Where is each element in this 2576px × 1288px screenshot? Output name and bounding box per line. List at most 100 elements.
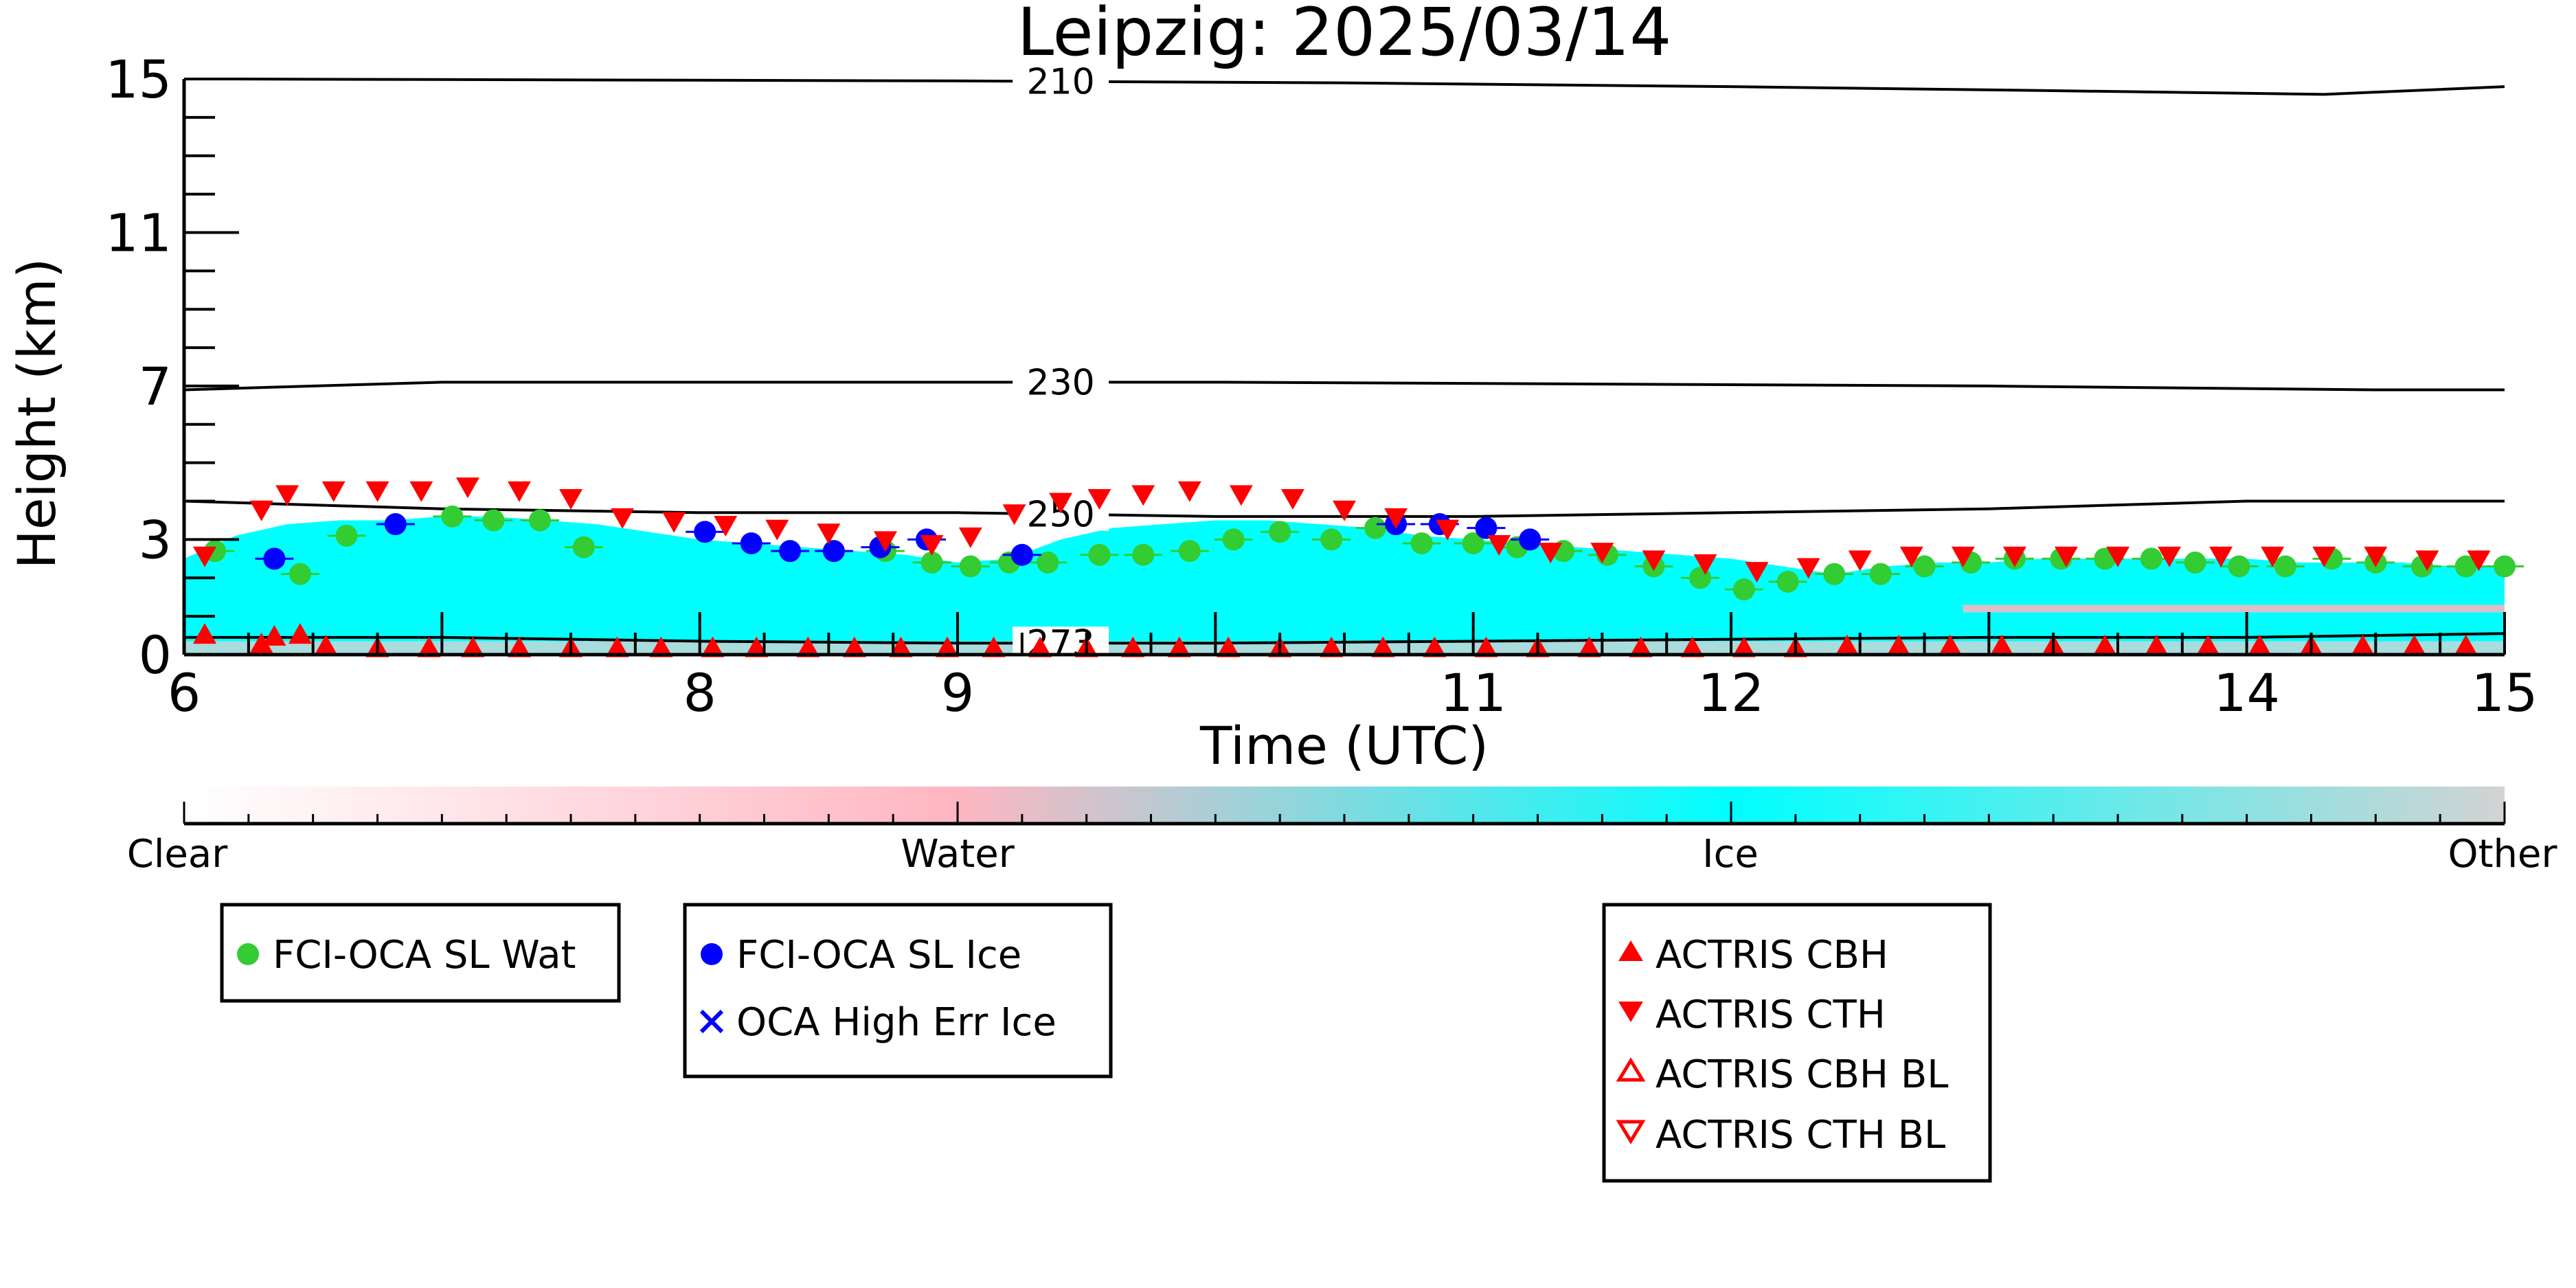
marker-fci-oca-sl-wat [528, 509, 551, 532]
marker-fci-oca-sl-wat [1732, 578, 1755, 601]
marker-actris-cth [2415, 550, 2439, 572]
marker-fci-oca-sl-wat [2140, 547, 2162, 570]
chart-title: Leipzig: 2025/03/14 [1017, 0, 1672, 71]
marker-actris-cbh [417, 636, 441, 657]
legend-frame [220, 903, 621, 1003]
marker-actris-cth [1899, 546, 1923, 567]
marker-actris-cbh [1320, 636, 1344, 657]
x-tick-label: 12 [1698, 662, 1765, 723]
marker-fci-oca-sl-wat [1913, 555, 1936, 578]
marker-actris-cth [1280, 488, 1304, 510]
plot-axes: 0 3 7 11 15 6 8 9 11 12 14 15 [105, 49, 2538, 723]
marker-actris-cth [662, 512, 686, 533]
marker-actris-cth [1693, 554, 1717, 575]
y-tick-label: 7 [139, 356, 172, 417]
marker-actris-cbh [2093, 634, 2117, 655]
marker-actris-cbh [2351, 634, 2375, 655]
x-tick-label: 6 [168, 662, 201, 723]
legend-label-oca-sl-ice: FCI-OCA SL Ice [736, 933, 1021, 978]
marker-fci-oca-sl-wat [441, 505, 464, 528]
legend-marker-blue-x [699, 1009, 724, 1034]
marker-actris-cth [365, 481, 389, 502]
marker-fci-oca-sl-wat [572, 536, 595, 558]
x-tick-label: 9 [941, 662, 974, 723]
marker-actris-cth [1087, 488, 1111, 510]
marker-actris-cbh [1167, 636, 1191, 657]
marker-actris-cbh [507, 636, 531, 657]
marker-fci-oca-sl-wat [2228, 555, 2250, 578]
marker-actris-cth [1002, 504, 1026, 526]
marker-actris-cbh [796, 636, 820, 657]
marker-actris-cth [1539, 543, 1563, 564]
marker-actris-cth [2312, 546, 2336, 567]
ice-cloud-region [184, 516, 2505, 655]
legend-label-actris-cbh-bl: ACTRIS CBH BL [1656, 1052, 1948, 1097]
marker-fci-oca-sl-ice [1475, 517, 1498, 539]
marker-fci-oca-sl-wat [1222, 528, 1245, 551]
marker-actris-cbh [2454, 634, 2478, 655]
water-layer-strip [1963, 605, 2505, 613]
marker-fci-oca-sl-ice [1519, 528, 1541, 551]
marker-actris-cbh [2196, 634, 2220, 655]
marker-fci-oca-sl-ice [263, 547, 286, 570]
marker-actris-cth [1590, 543, 1614, 564]
marker-actris-cth [1229, 485, 1253, 506]
marker-actris-cth [249, 500, 273, 521]
legend-label-actris-cbh: ACTRIS CBH [1656, 933, 1888, 978]
isotherm-230 [183, 381, 2505, 392]
marker-actris-cbh [1423, 636, 1447, 657]
marker-actris-cth [2467, 550, 2491, 572]
marker-fci-oca-sl-wat [2454, 555, 2477, 578]
marker-actris-cbh [701, 636, 725, 657]
marker-actris-cbh [2248, 634, 2272, 655]
marker-actris-cbh [2145, 634, 2169, 655]
y-tick-label: 0 [139, 624, 172, 686]
marker-actris-cbh [1629, 636, 1653, 657]
colorbar-label-ice: Ice [1702, 832, 1759, 877]
data-markers [193, 477, 2524, 657]
marker-actris-cbh [2402, 634, 2426, 655]
isotherm-210 [236, 78, 2505, 96]
marker-actris-cbh [649, 636, 673, 657]
marker-actris-cth [1177, 481, 1201, 502]
marker-actris-cth [1436, 519, 1460, 541]
marker-actris-cth [2209, 546, 2233, 567]
marker-actris-cbh [1886, 634, 1910, 655]
marker-actris-cbh [193, 623, 217, 644]
y-tick-label: 3 [139, 509, 172, 570]
y-tick-label: 11 [105, 202, 172, 263]
marker-fci-oca-sl-ice [1010, 543, 1033, 566]
marker-fci-oca-sl-wat [1132, 543, 1155, 566]
legend-marker-blue-circle [701, 943, 723, 965]
colorbar-label-clear: Clear [127, 832, 228, 877]
y-tick-label: 15 [105, 49, 172, 110]
marker-actris-cth [2002, 546, 2026, 567]
marker-actris-cbh [1680, 636, 1704, 657]
legend-box-water: FCI-OCA SL Wat [220, 903, 621, 1003]
marker-actris-cbh [889, 636, 913, 657]
marker-fci-oca-sl-ice [740, 532, 762, 554]
marker-actris-cth [1131, 485, 1155, 506]
marker-fci-oca-sl-wat [959, 555, 982, 578]
legend-box-actris: ACTRIS CBH ACTRIS CTH ACTRIS CBH BL ACTR… [1602, 903, 1992, 1183]
marker-actris-cbh [1939, 634, 1963, 655]
legend-label-actris-cth-bl: ACTRIS CTH BL [1656, 1113, 1945, 1157]
marker-actris-cth [559, 488, 583, 510]
x-axis-label: Time (UTC) [1199, 715, 1489, 776]
marker-actris-cbh [288, 623, 312, 644]
marker-fci-oca-sl-wat [1823, 563, 1846, 585]
marker-actris-cth [958, 527, 982, 548]
marker-fci-oca-sl-wat [1776, 570, 1799, 593]
marker-actris-cth [1951, 546, 1975, 567]
legend-marker-red-triangle-down-open [1616, 1120, 1646, 1144]
marker-fci-oca-sl-ice [779, 540, 802, 563]
marker-fci-oca-sl-wat [2274, 555, 2296, 578]
marker-actris-cbh [314, 634, 338, 655]
marker-actris-cbh [745, 636, 769, 657]
marker-actris-cbh [1732, 636, 1756, 657]
marker-fci-oca-sl-wat [1462, 532, 1484, 554]
marker-fci-oca-sl-wat [1178, 540, 1201, 563]
marker-fci-oca-sl-ice [694, 521, 716, 543]
marker-actris-cth [409, 481, 433, 502]
